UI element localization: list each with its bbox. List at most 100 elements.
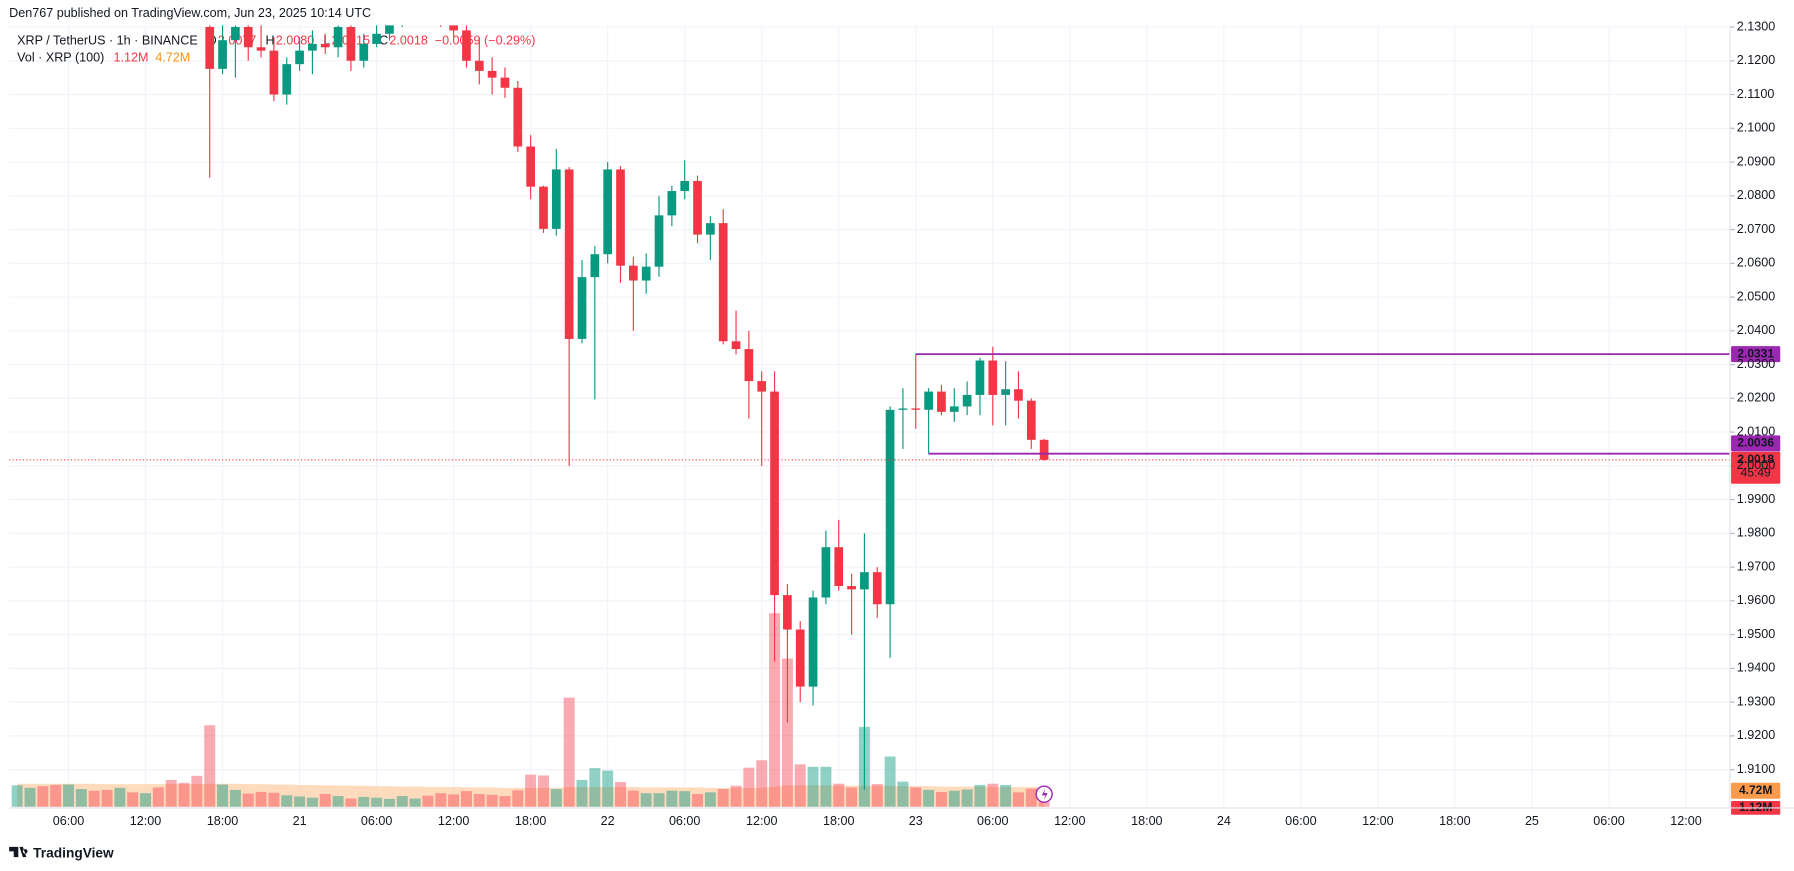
volume-bar — [319, 794, 331, 807]
candle-body — [590, 254, 600, 278]
candle-body — [385, 25, 394, 34]
candle-body — [962, 394, 972, 407]
volume-bar — [769, 613, 781, 807]
volume-ma-area — [17, 783, 1045, 807]
volume-bar — [1025, 788, 1037, 807]
volume-bar — [165, 779, 177, 807]
candle-body — [872, 572, 882, 605]
volume-value: 1.12M — [113, 51, 148, 65]
candle-body — [474, 60, 484, 71]
volume-bar — [807, 766, 819, 807]
candle-body — [295, 50, 304, 65]
x-tick-label: 18:00 — [1439, 814, 1470, 828]
candle-body — [731, 341, 741, 350]
y-tick-label: 1.9800 — [1737, 526, 1775, 540]
volume-bar — [499, 796, 511, 807]
candle-body — [757, 381, 767, 392]
x-tick-label: 21 — [293, 814, 307, 828]
x-tick-label: 24 — [1217, 814, 1231, 828]
candle-body — [1014, 389, 1023, 401]
volume-bar — [460, 791, 472, 807]
volume-bar — [897, 781, 909, 807]
volume-bar — [576, 779, 588, 807]
volume-bar — [794, 764, 806, 807]
y-tick-label: 2.0400 — [1737, 323, 1775, 337]
x-tick-label: 06:00 — [669, 814, 700, 828]
candle-body — [641, 266, 651, 281]
footer-brand: TradingView — [33, 845, 114, 860]
volume-bar — [961, 789, 973, 807]
candle-body — [628, 265, 638, 281]
volume-bar — [358, 796, 370, 807]
y-tick-label: 2.1200 — [1737, 53, 1775, 67]
y-tick-label: 2.1100 — [1737, 87, 1775, 101]
grid — [9, 25, 1735, 807]
x-tick-label: 12:00 — [1362, 814, 1393, 828]
last-price-label: 2.0018 — [1737, 452, 1774, 466]
legend-line: XRP / TetherUS · 1h · BINANCEO2.0077H2.0… — [17, 34, 535, 48]
volume-bar — [88, 790, 100, 807]
volume-bar — [884, 756, 896, 807]
x-tick-label: 12:00 — [130, 814, 161, 828]
volume-axis-label: 1.12M — [1739, 800, 1772, 814]
y-tick-label: 1.9400 — [1737, 661, 1775, 675]
volume-title: Vol · XRP (100) — [17, 51, 104, 65]
volume-bar — [525, 774, 537, 807]
volume-bar — [666, 790, 678, 807]
volume-bar — [345, 798, 357, 807]
x-tick-label: 18:00 — [515, 814, 546, 828]
candle-body — [359, 43, 369, 61]
y-tick-label: 1.9200 — [1737, 728, 1775, 742]
volume-bar — [537, 775, 549, 807]
volume-bar — [1012, 792, 1024, 807]
volume-ma-axis-label-box — [1731, 782, 1781, 799]
volume-bar — [692, 794, 704, 807]
x-tick-label: 22 — [601, 814, 615, 828]
legend-value: 2.0018 — [389, 34, 427, 48]
y-tick-label: 2.0900 — [1737, 154, 1775, 168]
logo-mark — [9, 846, 28, 858]
volume-bar — [550, 789, 562, 807]
volume-bar — [242, 793, 254, 807]
volume-bar — [679, 791, 691, 807]
volume-bar — [294, 796, 306, 807]
candle-body — [616, 169, 625, 266]
candle-body — [1039, 439, 1049, 460]
candle-body — [937, 391, 946, 412]
volume-bar — [820, 766, 832, 807]
volume-bar — [383, 798, 395, 807]
volume-bar — [75, 789, 87, 807]
x-tick-label: 25 — [1525, 814, 1539, 828]
volume-bar — [24, 787, 36, 807]
x-tick-label: 18:00 — [207, 814, 238, 828]
volume-bar — [448, 794, 460, 807]
volume-bar — [717, 789, 729, 807]
published-note: Den767 published on TradingView.com, Jun… — [9, 6, 371, 20]
last-price-box — [1731, 451, 1781, 484]
realtime-icon — [1041, 788, 1048, 800]
candle-body — [949, 406, 959, 412]
x-tick-label: 12:00 — [438, 814, 469, 828]
candle-body — [988, 360, 998, 395]
volume-bar — [589, 768, 601, 807]
volume-bar — [974, 784, 986, 807]
volume-bar — [422, 795, 434, 807]
candle-body — [218, 40, 227, 69]
volume-bar — [50, 784, 62, 807]
candles — [205, 25, 1049, 790]
volume-bar — [101, 789, 113, 807]
volume-bar — [781, 658, 793, 807]
candle-body — [231, 27, 240, 41]
candle-body — [243, 27, 253, 48]
x-tick-label: 18:00 — [823, 814, 854, 828]
footer-logo — [9, 846, 28, 858]
volume-bar — [281, 795, 293, 807]
candle-body — [1001, 389, 1010, 395]
candle-body — [834, 547, 844, 587]
y-tick-label: 2.0800 — [1737, 188, 1775, 202]
legend-value: 2.0080 — [276, 34, 314, 48]
volume-bar — [756, 760, 768, 807]
volume-bar — [371, 797, 383, 807]
